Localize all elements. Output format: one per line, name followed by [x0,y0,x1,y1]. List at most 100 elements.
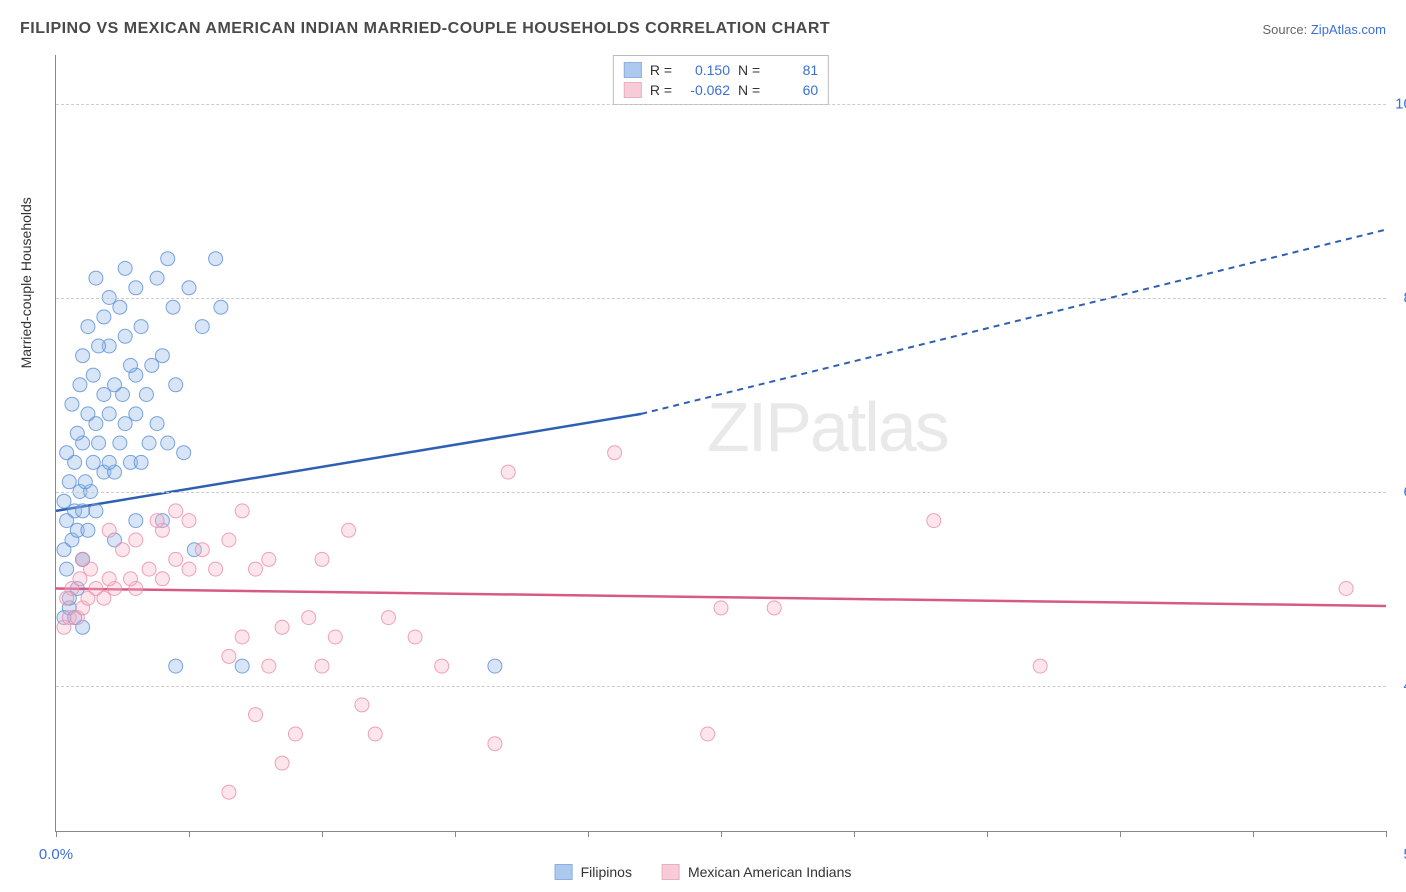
data-point [89,504,103,518]
data-point [86,368,100,382]
data-point [408,630,422,644]
data-point [60,562,74,576]
gridline [56,298,1386,299]
data-point [78,475,92,489]
legend-item: Filipinos [555,864,632,880]
data-point [182,562,196,576]
data-point [182,514,196,528]
data-point [166,300,180,314]
data-point [1339,582,1353,596]
data-point [116,543,130,557]
stats-row: R = 0.150 N = 81 [624,60,818,80]
data-point [60,446,74,460]
data-point [129,407,143,421]
data-point [182,281,196,295]
data-point [355,698,369,712]
data-point [169,659,183,673]
data-point [118,329,132,343]
data-point [76,349,90,363]
data-point [209,252,223,266]
stats-legend-box: R = 0.150 N = 81 R = -0.062 N = 60 [613,55,829,105]
data-point [161,436,175,450]
x-tick-mark [987,831,988,837]
data-point [927,514,941,528]
data-point [488,737,502,751]
data-point [214,300,228,314]
data-point [195,543,209,557]
series-legend: Filipinos Mexican American Indians [555,864,852,880]
data-point [142,562,156,576]
legend-label: Mexican American Indians [688,864,851,880]
data-point [328,630,342,644]
gridline [56,686,1386,687]
data-point [139,388,153,402]
stat-r-label: R = [650,82,672,98]
x-tick-mark [854,831,855,837]
data-point [342,523,356,537]
data-point [150,514,164,528]
data-point [435,659,449,673]
data-point [129,281,143,295]
data-point [113,436,127,450]
data-point [169,504,183,518]
stat-r-value: -0.062 [680,82,730,98]
data-point [108,378,122,392]
data-point [65,397,79,411]
data-point [92,436,106,450]
stats-row: R = -0.062 N = 60 [624,80,818,100]
source-link[interactable]: ZipAtlas.com [1311,22,1386,37]
data-point [134,455,148,469]
stat-n-label: N = [738,62,760,78]
data-point [714,601,728,615]
gridline [56,104,1386,105]
data-point [222,649,236,663]
data-point [288,727,302,741]
data-point [382,611,396,625]
data-point [70,426,84,440]
gridline [56,492,1386,493]
chart-plot-area: ZIPatlas R =0.150N =81R =-0.062N =60 0.0… [55,55,1386,832]
data-point [81,320,95,334]
data-point [195,320,209,334]
data-point [134,320,148,334]
data-point [155,349,169,363]
series-swatch [624,62,642,78]
legend-label: Filipinos [581,864,632,880]
data-point [368,727,382,741]
stat-n-label: N = [738,82,760,98]
data-point [129,533,143,547]
data-point [608,446,622,460]
data-point [249,708,263,722]
data-point [315,552,329,566]
scatter-plot-svg [56,55,1386,831]
data-point [209,562,223,576]
x-tick-mark [1386,831,1387,837]
data-point [177,446,191,460]
chart-title: FILIPINO VS MEXICAN AMERICAN INDIAN MARR… [20,20,830,38]
data-point [123,358,137,372]
data-point [102,455,116,469]
data-point [275,620,289,634]
stat-r-value: 0.150 [680,62,730,78]
data-point [150,271,164,285]
legend-swatch [662,864,680,880]
data-point [102,572,116,586]
data-point [235,630,249,644]
data-point [262,552,276,566]
data-point [701,727,715,741]
stat-n-value: 81 [768,62,818,78]
stat-n-value: 60 [768,82,818,98]
data-point [81,407,95,421]
data-point [302,611,316,625]
legend-item: Mexican American Indians [662,864,851,880]
stat-r-label: R = [650,62,672,78]
y-axis-label: Married-couple Households [18,197,34,368]
data-point [89,582,103,596]
data-point [62,475,76,489]
x-tick-mark [189,831,190,837]
x-tick-mark [56,831,57,837]
data-point [249,562,263,576]
y-tick-label: 100.0% [1395,95,1406,112]
data-point [222,533,236,547]
data-point [129,514,143,528]
